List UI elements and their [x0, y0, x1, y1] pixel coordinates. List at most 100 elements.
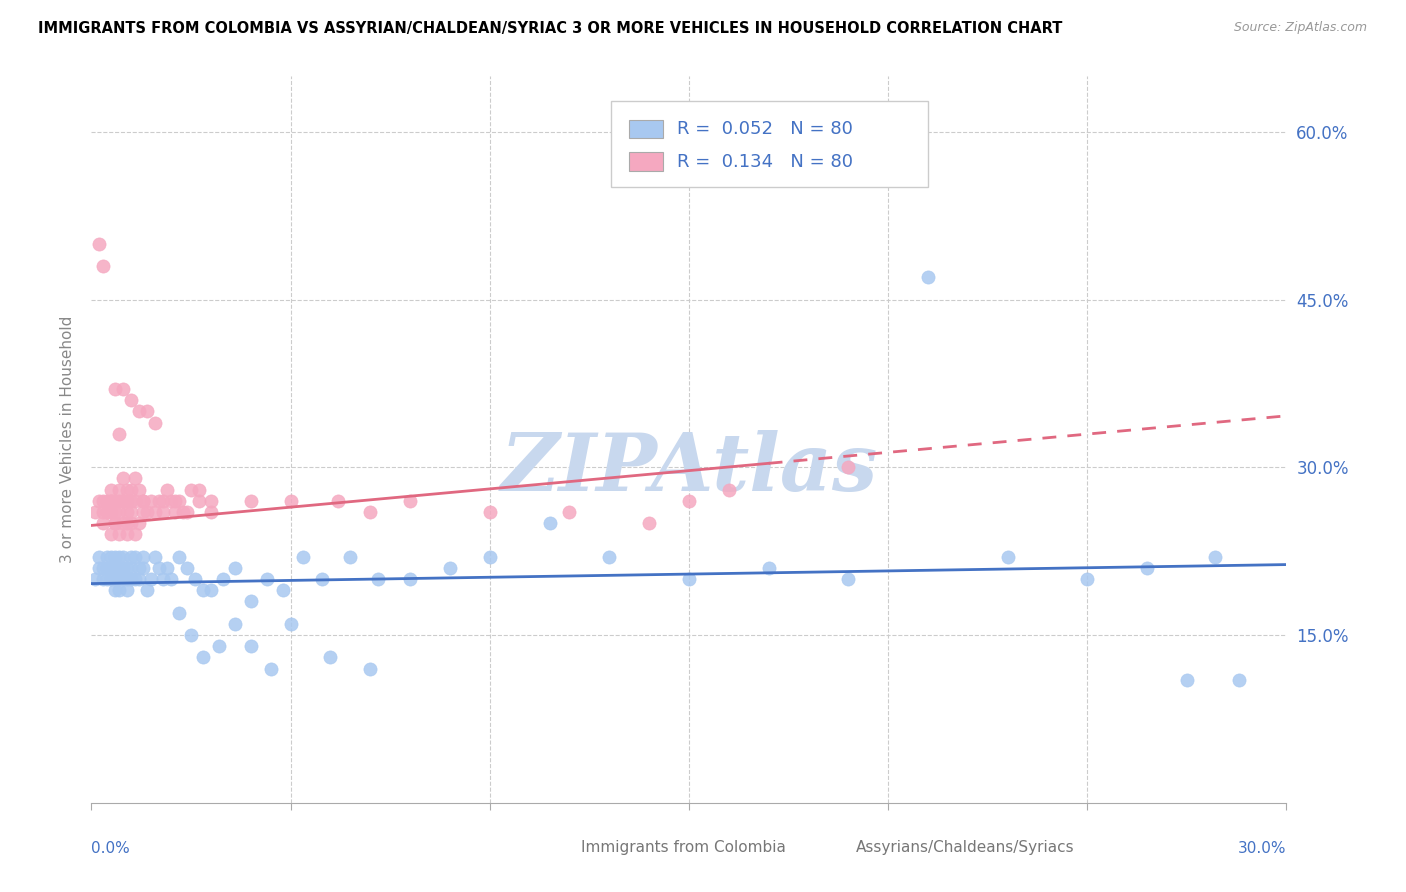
- Point: [136, 404, 159, 418]
- Point: [717, 483, 740, 497]
- Point: [96, 493, 118, 508]
- Point: [439, 561, 461, 575]
- Point: [172, 505, 194, 519]
- Point: [239, 493, 262, 508]
- Point: [120, 483, 142, 497]
- Point: [141, 572, 162, 586]
- Point: [208, 639, 231, 653]
- Text: R =  0.052   N = 80: R = 0.052 N = 80: [678, 120, 853, 138]
- Point: [224, 616, 246, 631]
- FancyBboxPatch shape: [821, 840, 846, 855]
- Point: [104, 505, 127, 519]
- Point: [115, 561, 138, 575]
- Point: [108, 483, 131, 497]
- Point: [132, 505, 155, 519]
- Point: [104, 516, 127, 531]
- Point: [180, 483, 202, 497]
- Point: [93, 561, 115, 575]
- Text: Immigrants from Colombia: Immigrants from Colombia: [582, 840, 786, 855]
- Point: [311, 572, 333, 586]
- Point: [837, 460, 859, 475]
- Point: [115, 527, 138, 541]
- Point: [120, 493, 142, 508]
- Point: [100, 493, 122, 508]
- Point: [188, 483, 211, 497]
- Point: [93, 572, 115, 586]
- Point: [917, 270, 939, 285]
- Point: [598, 549, 620, 564]
- Point: [200, 583, 222, 598]
- Point: [143, 416, 166, 430]
- Point: [259, 662, 281, 676]
- Point: [128, 483, 150, 497]
- Point: [108, 505, 131, 519]
- Y-axis label: 3 or more Vehicles in Household: 3 or more Vehicles in Household: [59, 316, 75, 563]
- Text: 30.0%: 30.0%: [1239, 840, 1286, 855]
- Point: [100, 527, 122, 541]
- Point: [180, 628, 202, 642]
- Point: [188, 493, 211, 508]
- Point: [93, 516, 115, 531]
- Point: [120, 516, 142, 531]
- FancyBboxPatch shape: [630, 153, 662, 170]
- Point: [478, 505, 501, 519]
- Point: [89, 549, 111, 564]
- Point: [96, 572, 118, 586]
- Point: [112, 572, 135, 586]
- Point: [115, 483, 138, 497]
- Point: [152, 493, 174, 508]
- Point: [399, 572, 422, 586]
- Point: [141, 493, 162, 508]
- Point: [163, 505, 186, 519]
- FancyBboxPatch shape: [630, 120, 662, 138]
- Point: [160, 493, 183, 508]
- Point: [132, 493, 155, 508]
- Point: [1204, 549, 1226, 564]
- Point: [96, 561, 118, 575]
- Point: [112, 516, 135, 531]
- Point: [239, 594, 262, 608]
- Point: [167, 493, 190, 508]
- Point: [152, 505, 174, 519]
- Point: [104, 583, 127, 598]
- Point: [112, 561, 135, 575]
- Point: [108, 583, 131, 598]
- Point: [280, 616, 302, 631]
- Point: [104, 382, 127, 396]
- Point: [319, 650, 342, 665]
- Point: [143, 505, 166, 519]
- Point: [359, 662, 381, 676]
- Point: [837, 572, 859, 586]
- Point: [115, 493, 138, 508]
- FancyBboxPatch shape: [546, 840, 572, 855]
- Point: [291, 549, 314, 564]
- Point: [108, 527, 131, 541]
- Point: [100, 483, 122, 497]
- Point: [1136, 561, 1159, 575]
- Point: [104, 549, 127, 564]
- Point: [167, 606, 190, 620]
- Point: [176, 505, 198, 519]
- Point: [104, 561, 127, 575]
- Point: [115, 583, 138, 598]
- Point: [108, 572, 131, 586]
- Point: [120, 549, 142, 564]
- Point: [108, 426, 131, 441]
- Point: [132, 561, 155, 575]
- Point: [104, 516, 127, 531]
- Point: [156, 483, 179, 497]
- Text: 0.0%: 0.0%: [91, 840, 131, 855]
- Point: [160, 572, 183, 586]
- Point: [100, 572, 122, 586]
- Point: [200, 505, 222, 519]
- Point: [148, 493, 170, 508]
- Point: [112, 382, 135, 396]
- Text: ZIPAtlas: ZIPAtlas: [501, 430, 877, 508]
- Point: [339, 549, 361, 564]
- Point: [93, 259, 115, 273]
- Point: [84, 505, 107, 519]
- Point: [280, 493, 302, 508]
- Text: Source: ZipAtlas.com: Source: ZipAtlas.com: [1233, 21, 1367, 35]
- Point: [96, 505, 118, 519]
- Point: [359, 505, 381, 519]
